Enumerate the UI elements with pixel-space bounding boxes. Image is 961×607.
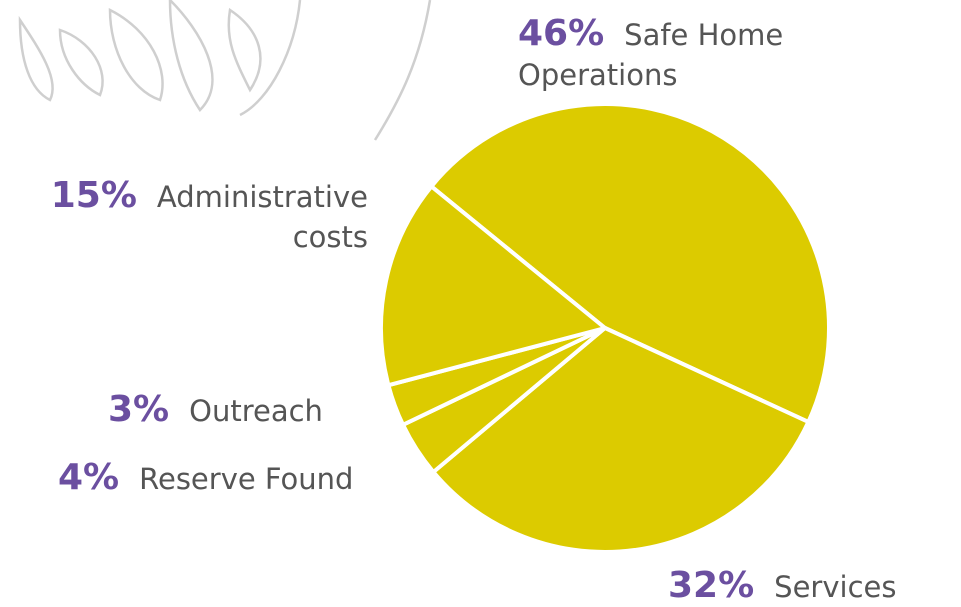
value-label: 46% xyxy=(518,13,605,54)
pie-slice xyxy=(431,326,811,554)
pie-slice xyxy=(379,184,607,388)
category-label: Administrative costs xyxy=(156,180,368,254)
slice-label: 15% Administrative costs xyxy=(8,176,368,257)
value-label: 3% xyxy=(108,389,170,430)
category-label: Safe Home Operations xyxy=(518,18,784,92)
value-label: 15% xyxy=(50,175,137,216)
slice-label: 4% Reserve Found xyxy=(58,458,418,499)
decoration xyxy=(18,0,432,141)
category-label: Services xyxy=(774,570,897,604)
slice-label: 46% Safe Home Operations xyxy=(518,14,848,95)
slice-label: 3% Outreach xyxy=(108,390,408,431)
value-label: 4% xyxy=(58,457,120,498)
category-label: Outreach xyxy=(189,394,323,428)
slice-label: 32% Services xyxy=(668,566,958,607)
pie-slice xyxy=(429,101,831,424)
value-label: 32% xyxy=(668,565,755,606)
category-label: Reserve Found xyxy=(139,462,354,496)
